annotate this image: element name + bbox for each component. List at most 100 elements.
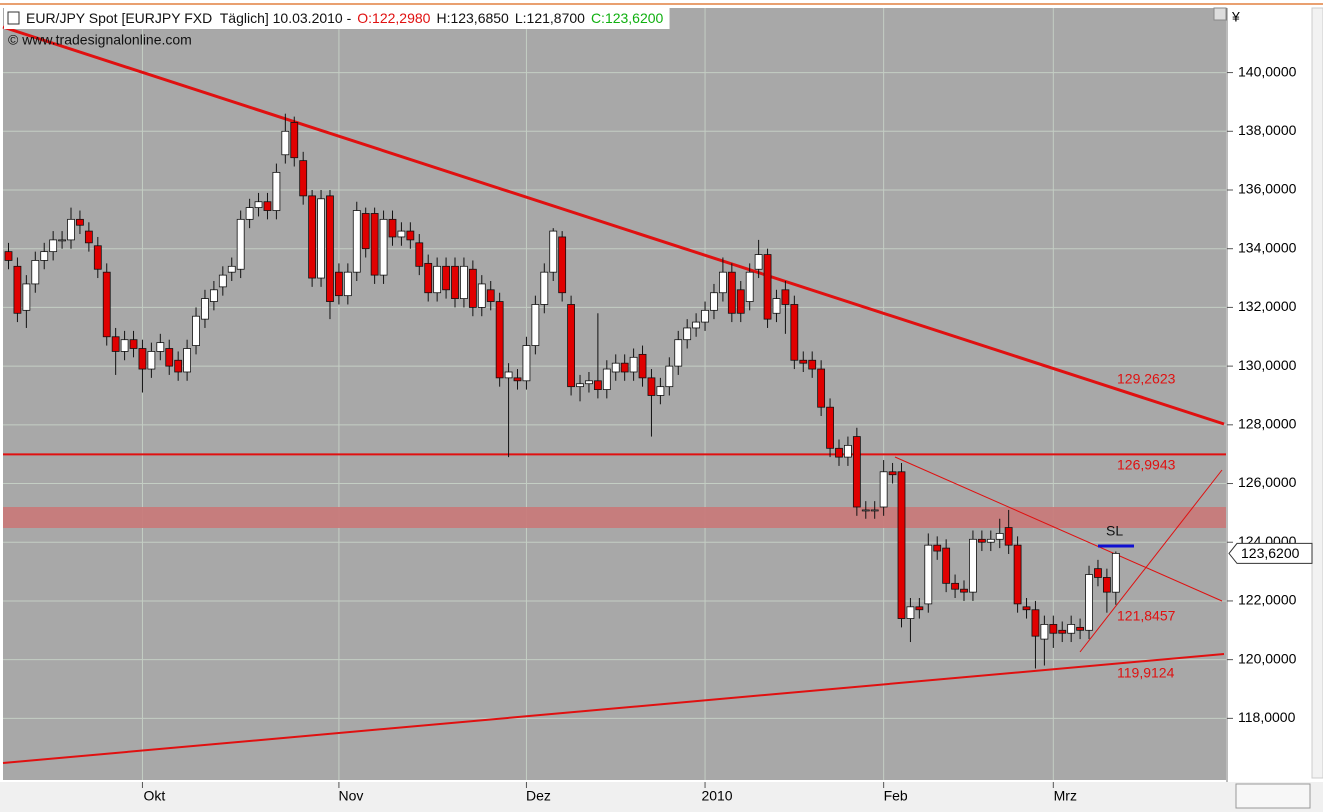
candle-body — [165, 348, 174, 367]
candle-body — [808, 359, 817, 370]
candle-body — [906, 606, 915, 619]
plot-area — [3, 8, 1226, 780]
header-field: H:123,6850 — [436, 10, 509, 26]
candle-body — [960, 588, 968, 593]
candle-body — [986, 538, 995, 543]
source: © www.tradesignalonline.com — [8, 32, 192, 48]
candle-body — [879, 471, 888, 508]
trendline — [2, 25, 1225, 426]
candle-body — [1076, 626, 1084, 631]
candle-body — [763, 254, 772, 320]
candle-body — [209, 289, 218, 302]
y-tick-label: 138,0000 — [1238, 122, 1297, 138]
candle-body — [388, 218, 397, 238]
candle-body — [397, 230, 406, 238]
candle-body — [424, 262, 433, 294]
candle-body — [995, 533, 1004, 540]
candle-body — [942, 547, 951, 584]
candle-body — [602, 368, 611, 390]
header-field: O:122,2980 — [357, 10, 430, 26]
y-tick-label: 126,0000 — [1238, 474, 1297, 490]
candle-body — [13, 265, 22, 314]
candle-body — [540, 271, 549, 305]
candle-body — [361, 213, 370, 250]
candle-body — [22, 283, 31, 311]
candle-body — [870, 509, 879, 512]
currency: ¥ — [1231, 9, 1240, 25]
scroll-control[interactable] — [1235, 783, 1311, 809]
candle-body — [611, 362, 620, 373]
candle-body — [129, 339, 138, 349]
y-tick-label: 120,0000 — [1238, 650, 1297, 666]
last-price-tag — [1228, 542, 1313, 564]
x-tick-label: Okt — [144, 788, 166, 804]
candle-body — [254, 201, 263, 209]
y-tick-label: 130,0000 — [1238, 357, 1297, 373]
candle-body — [263, 201, 272, 211]
candle-body — [701, 309, 709, 323]
candle-body — [31, 260, 40, 285]
candle-body — [147, 351, 156, 370]
candle-body — [102, 271, 111, 338]
candle-body — [835, 447, 843, 458]
candle-body — [629, 356, 638, 373]
candle-body — [585, 380, 593, 385]
candle-body — [745, 271, 754, 302]
candle-body — [236, 218, 245, 270]
candle-body — [522, 345, 531, 382]
x-tick-label: 2010 — [701, 788, 732, 804]
candle-body — [1004, 527, 1013, 546]
candle-body — [192, 315, 200, 346]
candle-body — [451, 265, 459, 300]
stop-loss-label: SL — [1106, 523, 1123, 539]
candle-body — [638, 353, 647, 379]
candle-body — [719, 271, 727, 294]
x-tick-label: Dez — [526, 788, 551, 804]
candle-body — [40, 251, 49, 261]
candle-body — [977, 538, 986, 543]
candle-body — [531, 304, 540, 346]
y-tick-label: 122,0000 — [1238, 592, 1297, 608]
candle-body — [513, 377, 522, 382]
candle-body — [593, 380, 602, 390]
candle-body — [281, 130, 290, 156]
candle-body — [486, 289, 495, 302]
candle-body — [826, 406, 834, 449]
annotation-label: 129,2623 — [1117, 371, 1176, 387]
candle-body — [326, 195, 334, 302]
candle-body — [335, 271, 343, 297]
y-tick-label: 128,0000 — [1238, 416, 1297, 432]
candle-body — [183, 348, 192, 373]
candle-body — [218, 274, 227, 288]
candle-body — [1031, 609, 1040, 637]
candle-body — [969, 538, 977, 593]
candle-body — [495, 301, 504, 379]
candle-body — [84, 230, 93, 244]
candle-body — [120, 339, 129, 352]
annotation-label: 121,8457 — [1117, 608, 1176, 624]
candle-body — [727, 271, 736, 314]
trendline — [2, 653, 1225, 764]
header-icon — [7, 11, 20, 25]
candle-body — [433, 265, 442, 294]
candle-body — [343, 271, 352, 297]
candle-body — [1067, 624, 1076, 634]
candle-body — [710, 292, 718, 311]
candle-body — [1085, 574, 1093, 631]
candle-body — [201, 298, 209, 320]
close-button[interactable] — [1213, 7, 1227, 21]
candle-body — [156, 342, 165, 352]
candle-body — [674, 339, 683, 367]
candle-body — [1022, 606, 1031, 611]
header-field: EUR/JPY Spot [EURJPY FXD Täglich] 10.03.… — [26, 10, 352, 26]
candle-body — [549, 230, 558, 273]
candle-body — [111, 336, 120, 352]
resistance-zone — [3, 507, 1226, 528]
candle-body — [504, 371, 513, 379]
candle-body — [468, 268, 477, 308]
trendline — [1079, 469, 1223, 653]
candle-body — [317, 198, 325, 279]
candle-body — [227, 265, 236, 273]
y-tick-label: 118,0000 — [1238, 709, 1296, 725]
x-tick-label: Feb — [884, 788, 908, 804]
